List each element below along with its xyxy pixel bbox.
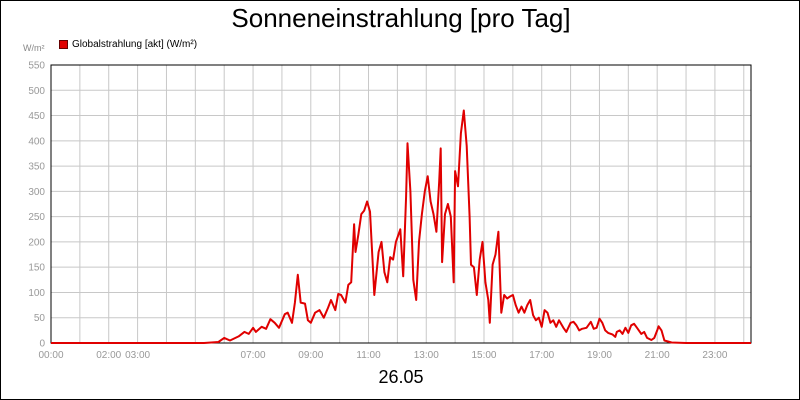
x-tick-label: 17:00 (529, 350, 554, 361)
plot-area (51, 65, 751, 343)
y-tick-label: 50 (34, 313, 46, 324)
x-tick-label: 15:00 (471, 350, 496, 361)
x-tick-label: 03:00 (125, 350, 150, 361)
y-tick-label: 550 (28, 61, 45, 72)
x-tick-label: 21:00 (645, 350, 670, 361)
y-tick-label: 0 (39, 339, 45, 350)
x-tick-label: 00:00 (38, 350, 63, 361)
y-tick-label: 250 (28, 212, 45, 223)
y-tick-label: 200 (28, 237, 45, 248)
x-tick-label: 02:00 (96, 350, 121, 361)
x-tick-label: 23:00 (702, 350, 727, 361)
x-tick-label: 09:00 (298, 350, 323, 361)
x-tick-label: 11:00 (356, 350, 381, 361)
y-tick-label: 100 (28, 288, 45, 299)
legend: Globalstrahlung [akt] (W/m²) (59, 39, 197, 50)
legend-swatch (59, 40, 68, 49)
legend-label: Globalstrahlung [akt] (W/m²) (72, 39, 198, 50)
x-tick-label: 13:00 (414, 350, 439, 361)
x-axis-date-label: 26.05 (378, 367, 424, 387)
series-line (51, 109, 751, 344)
x-tick-label: 19:00 (587, 350, 612, 361)
y-axis-unit: W/m² (23, 43, 45, 53)
y-tick-label: 300 (28, 187, 45, 198)
y-tick-label: 500 (28, 86, 45, 97)
chart-title: Sonneneinstrahlung [pro Tag] (231, 3, 571, 33)
plot-border (50, 64, 752, 344)
y-tick-label: 150 (28, 263, 45, 274)
y-tick-label: 350 (28, 162, 45, 173)
y-tick-label: 400 (28, 136, 45, 147)
y-tick-label: 450 (28, 111, 45, 122)
x-tick-label: 07:00 (241, 350, 266, 361)
